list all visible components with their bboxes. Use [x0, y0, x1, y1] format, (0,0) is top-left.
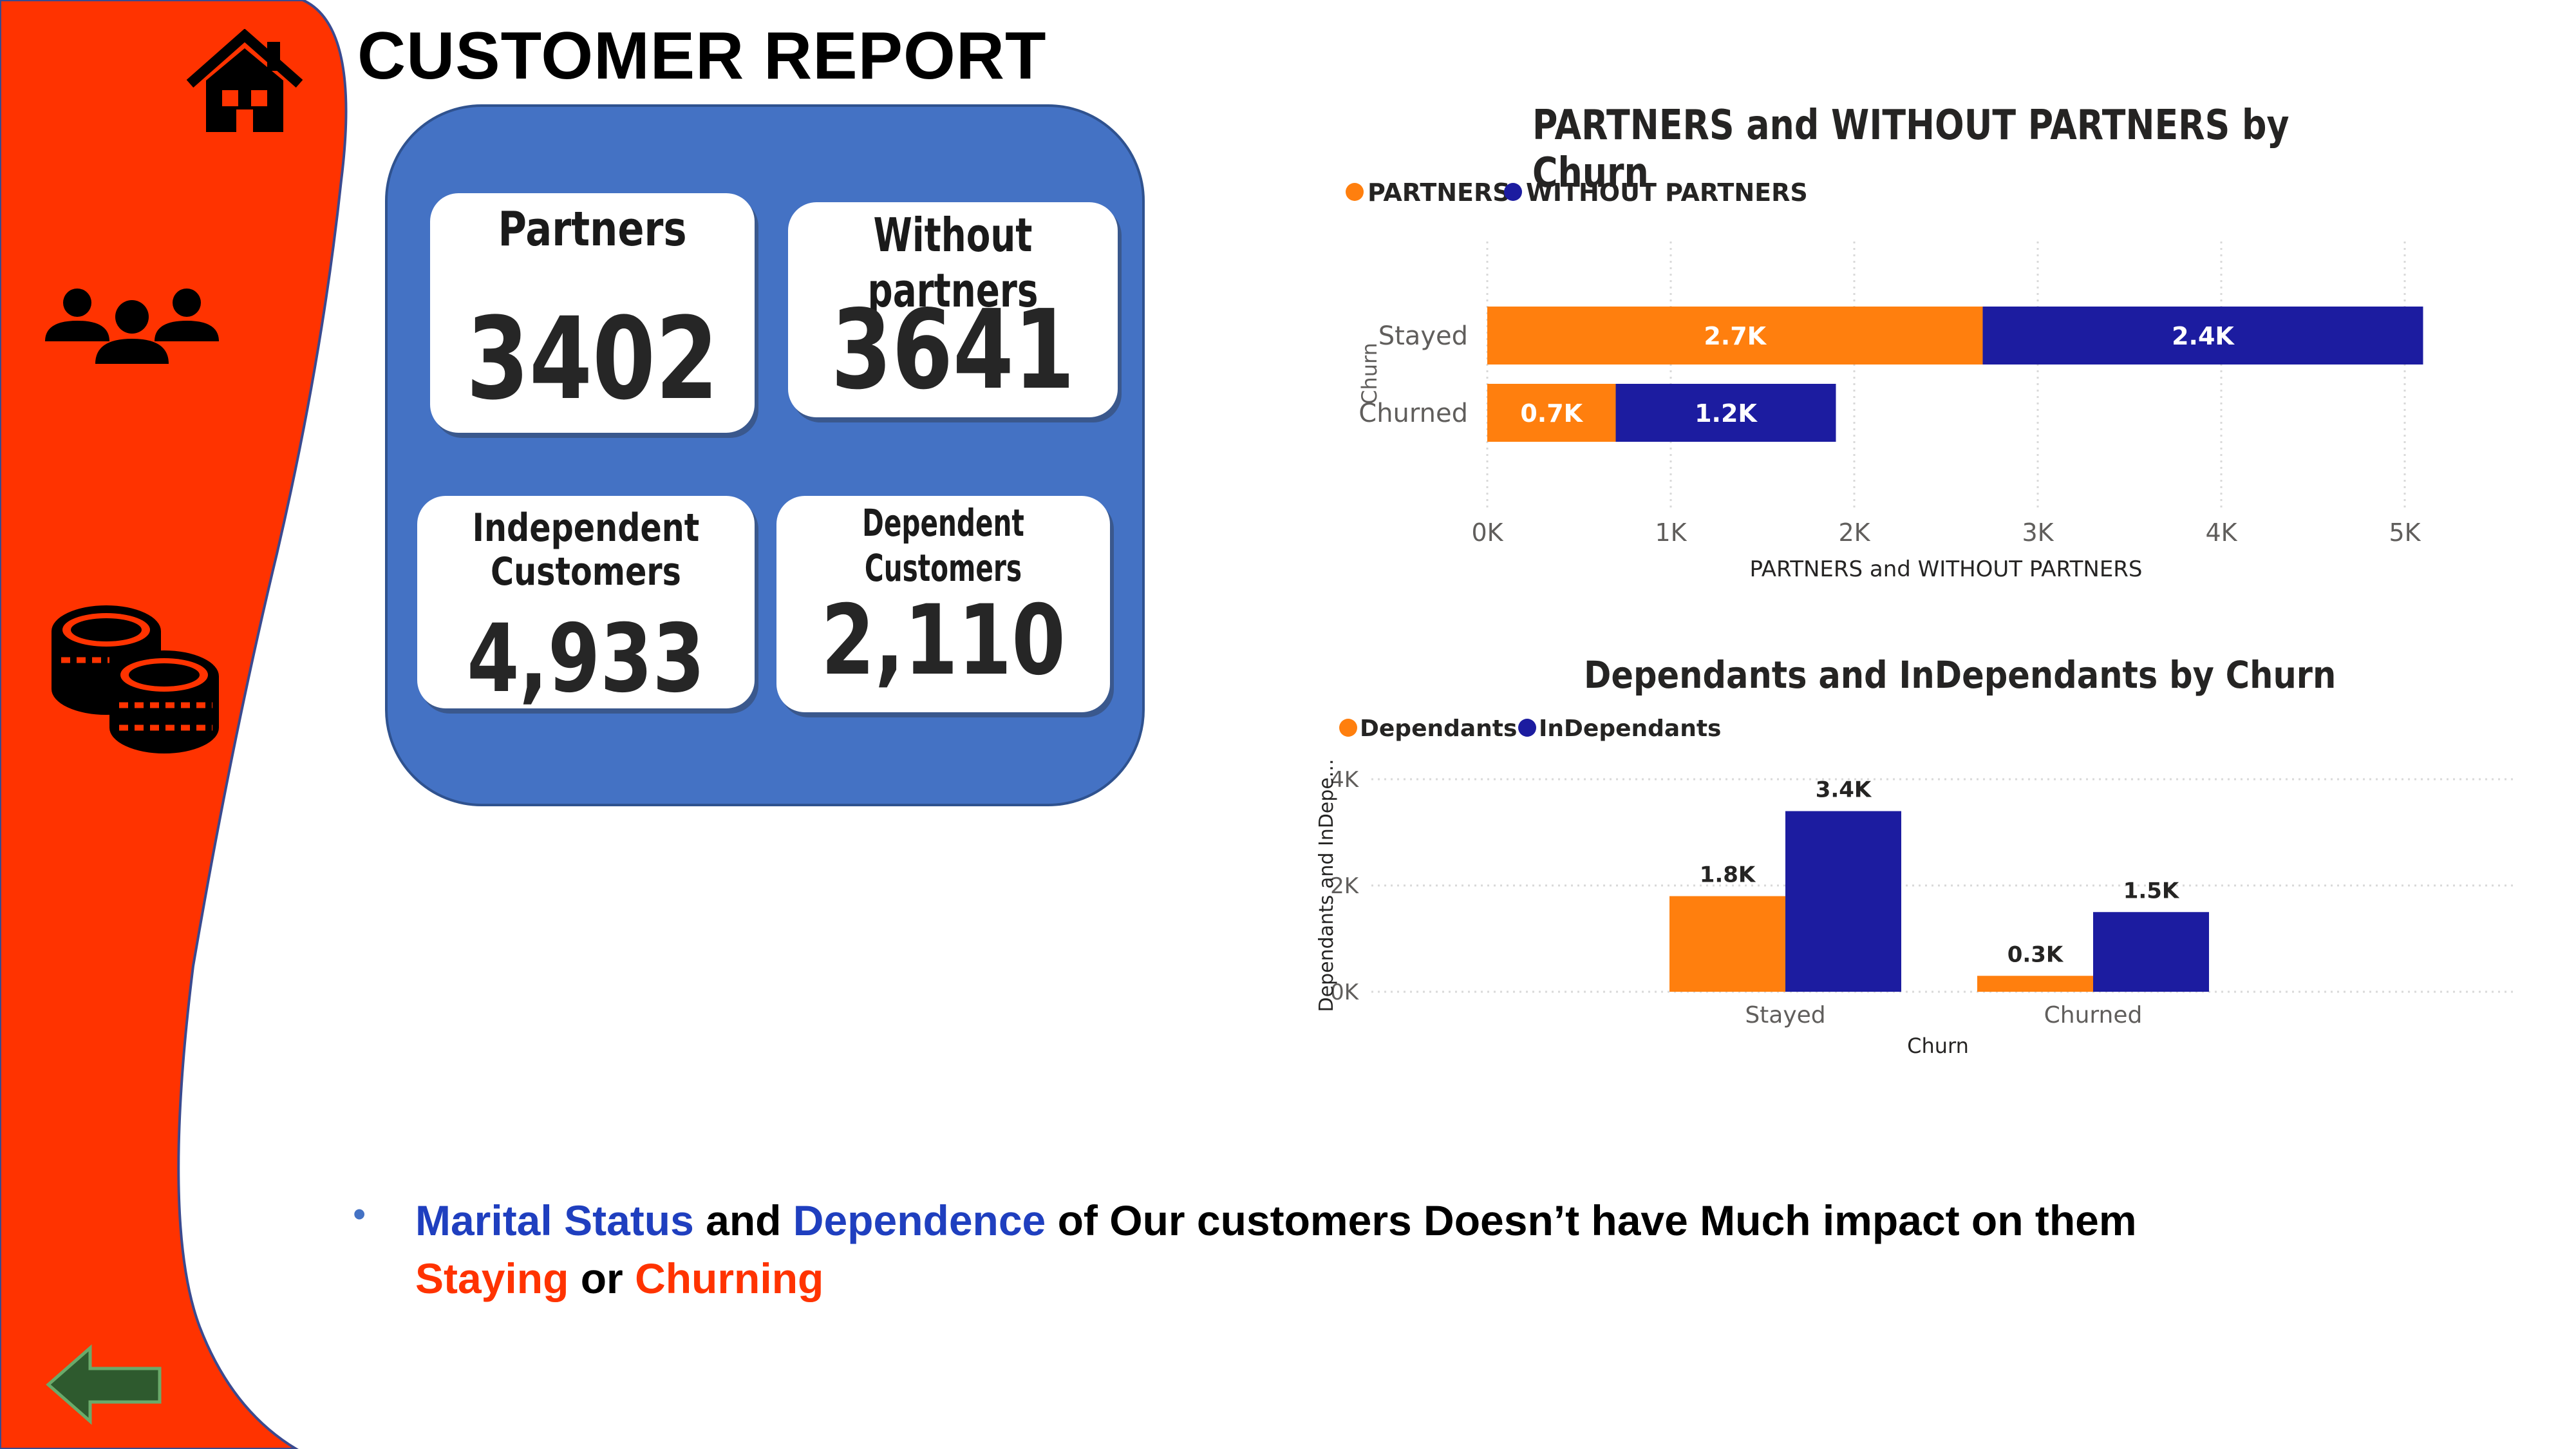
y-tick-label: 4K: [1330, 767, 1360, 793]
legend-label: WITHOUT PARTNERS: [1526, 178, 1808, 207]
users-icon[interactable]: [45, 283, 219, 367]
bar-without-partners: [1615, 384, 1836, 442]
chart-plot: PARTNERS WITHOUT PARTNERS 0K 1K 2K 3K 4K 5K PART…: [1346, 178, 2423, 582]
kpi-card-without-partners: Without partners 3641: [788, 202, 1118, 417]
kpi-label: Dependent Customers: [862, 501, 1024, 590]
kpi-label: Customers: [491, 549, 681, 594]
bullet-marker: •: [353, 1193, 366, 1235]
x-tick-label: 5K: [2389, 518, 2421, 547]
kpi-card-dependent-customers: Dependent Customers 2,110: [776, 496, 1110, 712]
x-tick-label: 3K: [2022, 518, 2054, 547]
kpi-card-partners: Partners 3402: [430, 193, 755, 433]
home-icon[interactable]: [183, 29, 306, 135]
back-arrow-icon[interactable]: [45, 1343, 164, 1426]
kpi-value: 3402: [466, 293, 719, 425]
data-label: 0.3K: [2007, 942, 2064, 967]
insight-text-or: or: [569, 1255, 635, 1302]
legend-marker: [1518, 719, 1536, 737]
coins-icon[interactable]: [48, 599, 222, 753]
y-axis-title: Churn: [1357, 343, 1382, 404]
insight-marital-status: Marital Status: [415, 1197, 694, 1244]
data-label: 1.5K: [2123, 878, 2180, 904]
y-tick-label: Churned: [1359, 399, 1468, 428]
kpi-label: Partners: [498, 202, 687, 257]
chart-title: Dependants and InDependants by Churn: [1584, 653, 2336, 697]
data-label: 2.7K: [1704, 322, 1767, 350]
y-tick-label: Stayed: [1378, 321, 1468, 351]
bar-partners: [1487, 384, 1616, 442]
kpi-label: Independent: [472, 506, 700, 551]
kpi-value: 2,110: [821, 585, 1066, 697]
x-tick-label: 4K: [2205, 518, 2237, 547]
insight-staying: Staying: [415, 1255, 569, 1302]
y-tick-label: 0K: [1330, 980, 1360, 1005]
data-label: 1.8K: [1700, 862, 1756, 888]
insight-text: Marital Status and Dependence of Our cus…: [415, 1191, 2347, 1307]
x-tick-label: 0K: [1471, 518, 1503, 547]
bar-independants: [1785, 811, 1901, 992]
legend-label: Dependants: [1360, 715, 1517, 742]
legend-marker: [1339, 719, 1357, 737]
chart-title: PARTNERS and WITHOUT PARTNERS by Churn: [1532, 102, 2289, 197]
legend-marker: [1504, 183, 1522, 201]
data-label: 1.2K: [1695, 399, 1758, 428]
bar-partners: [1487, 307, 1983, 365]
insight-dependence: Dependence: [793, 1197, 1046, 1244]
kpi-value: 3641: [831, 287, 1075, 414]
insight-churning: Churning: [635, 1255, 824, 1302]
bar-independants: [2093, 912, 2209, 992]
data-label: 3.4K: [1816, 777, 1872, 803]
page-title: CUSTOMER REPORT: [357, 19, 1047, 93]
bar-without-partners: [1982, 307, 2423, 365]
x-tick-label: Stayed: [1745, 1002, 1825, 1028]
y-axis-title: Dependants and InDepe...: [1315, 759, 1338, 1012]
bar-dependants: [1669, 896, 1785, 992]
insight-text-and: and: [693, 1197, 793, 1244]
kpi-panel: Partners 3402 Without partners 3641 Inde…: [385, 104, 1145, 806]
x-tick-label: Churned: [2044, 1002, 2143, 1028]
x-tick-label: 2K: [1838, 518, 1870, 547]
x-axis-title: PARTNERS and WITHOUT PARTNERS: [1749, 556, 2142, 582]
kpi-value: 4,933: [467, 604, 705, 714]
legend-marker: [1346, 183, 1364, 201]
data-label: 0.7K: [1520, 399, 1583, 428]
y-tick-label: 2K: [1330, 873, 1360, 899]
insight-text-rest: of Our customers Doesn’t have Much impac…: [1046, 1197, 2137, 1244]
kpi-card-independent-customers: Independent Customers 4,933: [417, 496, 755, 708]
legend-label: InDependants: [1539, 715, 1721, 742]
dependants-churn-chart: Dependants and InDependants by Churn Dep…: [1307, 644, 2530, 1082]
bar-dependants: [1977, 976, 2093, 992]
kpi-label: Without partners: [867, 208, 1039, 318]
legend-label: PARTNERS: [1368, 178, 1510, 207]
x-tick-label: 1K: [1655, 518, 1687, 547]
x-axis-title: Churn: [1907, 1034, 1969, 1058]
partners-churn-chart: PARTNERS and WITHOUT PARTNERS by Churn P…: [1313, 97, 2537, 599]
data-label: 2.4K: [2172, 322, 2235, 350]
